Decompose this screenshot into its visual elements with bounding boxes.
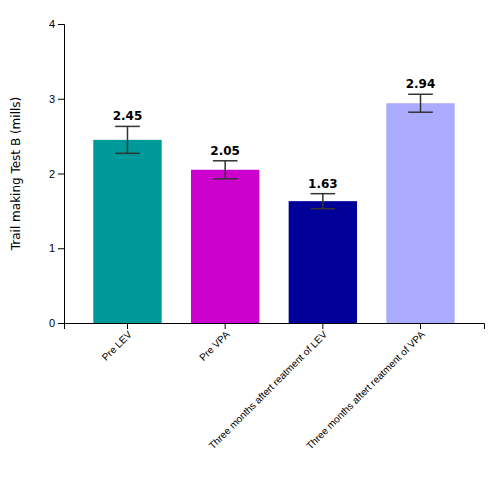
error-bar-cap [311,193,336,195]
bar [93,140,161,323]
error-bar-cap [213,160,238,162]
error-bar-cap [213,178,238,180]
x-tick-mark [225,323,226,329]
y-tick-label: 4 [49,18,55,30]
y-axis: 0 1 2 3 4 [49,18,65,329]
y-tick: 1 [49,242,64,254]
data-label: 2.45 [113,109,143,123]
error-bar [213,161,238,179]
error-bar-stem [224,161,226,179]
data-label: 2.94 [406,77,436,91]
x-tick-mark [322,323,323,329]
x-tick: Three months aftert reatment of VPA [304,323,427,451]
x-tick-label: Pre VPA [197,328,232,363]
x-tick: Three months aftert reatment of LEV [207,323,330,451]
y-axis-title: Trail making Test B (mills) [9,97,23,252]
y-tick: 0 [49,317,64,329]
x-axis-line [65,324,485,330]
x-tick-label: Three months aftert reatment of VPA [304,328,427,451]
y-tick-mark [58,174,64,175]
y-tick: 3 [49,93,64,105]
error-bar-cap [408,111,433,113]
x-tick-label: Three months aftert reatment of LEV [207,328,330,451]
bar [289,201,357,323]
error-bar-stem [127,126,129,153]
x-tick: Pre LEV [100,323,134,363]
error-bar-cap [311,208,336,210]
x-tick-mark [420,323,421,329]
error-bar [408,94,433,112]
y-tick: 2 [49,168,64,180]
error-bar-cap [115,126,140,128]
error-bar-cap [408,94,433,96]
error-bar-stem [420,94,422,112]
x-axis: Pre LEVPre VPAThree months aftert reatme… [65,323,485,451]
y-axis-line [58,25,65,324]
error-bar-cap [115,153,140,155]
data-labels: 2.45 2.05 1.63 2.94 [113,77,436,190]
x-tick: Pre VPA [197,323,232,363]
error-bar-stem [322,194,324,209]
y-tick-label: 2 [49,168,55,180]
error-bar [311,194,336,209]
data-label: 1.63 [308,177,338,191]
chart: 01234Pre LEVPre VPAThree months aftert r… [0,0,500,488]
plot-area: 01234Pre LEVPre VPAThree months aftert r… [9,18,485,451]
x-tick-mark [127,323,128,329]
x-tick-label: Pre LEV [100,328,134,362]
bar [386,103,454,323]
y-tick-label: 0 [49,317,55,329]
bar [191,170,259,323]
marks [93,94,454,323]
data-label: 2.05 [210,144,240,158]
y-tick-mark [58,99,64,100]
error-bar [115,126,140,153]
y-tick-label: 1 [49,242,55,254]
y-tick: 4 [49,18,64,30]
y-tick-mark [58,323,64,324]
y-tick-mark [58,248,64,249]
y-tick-mark [58,24,64,25]
y-tick-label: 3 [49,93,55,105]
